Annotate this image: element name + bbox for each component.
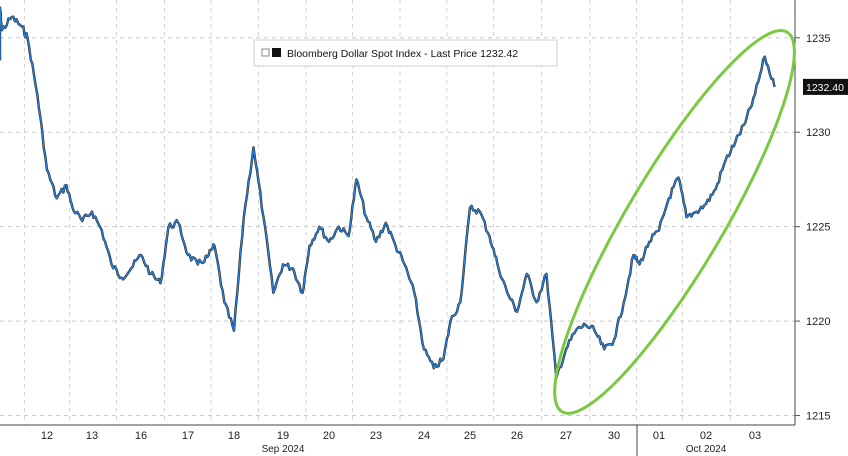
annotation-layer (553, 29, 796, 415)
month-label: Sep 2024 (262, 444, 305, 455)
x-tick-label: 30 (608, 430, 620, 442)
x-tick-label: 16 (135, 430, 147, 442)
y-tick-label: 1220 (806, 316, 830, 328)
x-tick-label: 19 (277, 430, 289, 442)
x-tick-label: 12 (41, 430, 53, 442)
legend-checkbox-icon (261, 48, 270, 57)
series-layer (0, 6, 776, 379)
last-value-tag: 1232.40 (803, 78, 848, 95)
x-tick-label: 23 (370, 430, 382, 442)
x-tick-label: 20 (323, 430, 335, 442)
x-tick-label: 24 (418, 430, 430, 442)
highlight-ellipse (553, 29, 796, 415)
legend-box (253, 39, 558, 67)
legend: Bloomberg Dollar Spot Index - Last Price… (253, 39, 558, 67)
axes: 1215 1220 1225 1230 1235 12 13 16 17 18 19 20 23 24 25… (0, 0, 830, 456)
x-tick-label: 13 (86, 430, 98, 442)
y-tick-label: 1230 (806, 127, 830, 139)
y-tick-label: 1235 (806, 33, 830, 45)
month-label: Oct 2024 (686, 444, 727, 455)
last-value-box (803, 78, 848, 95)
x-tick-label: 25 (464, 430, 476, 442)
last-value-label: 1232.40 (806, 82, 844, 94)
legend-label: Bloomberg Dollar Spot Index - Last Price… (287, 48, 518, 60)
y-tick-label: 1215 (806, 411, 830, 423)
x-tick-label: 17 (182, 430, 194, 442)
x-tick-label: 18 (228, 430, 240, 442)
series-line (0, 6, 776, 379)
x-tick-label: 01 (653, 430, 665, 442)
x-tick-label: 03 (749, 430, 761, 442)
plot-background (0, 0, 795, 425)
x-tick-label: 02 (700, 430, 712, 442)
x-tick-label: 27 (560, 430, 572, 442)
gridlines (0, 0, 795, 425)
legend-swatch-icon (272, 48, 281, 57)
x-tick-label: 26 (511, 430, 523, 442)
y-tick-label: 1225 (806, 222, 830, 234)
